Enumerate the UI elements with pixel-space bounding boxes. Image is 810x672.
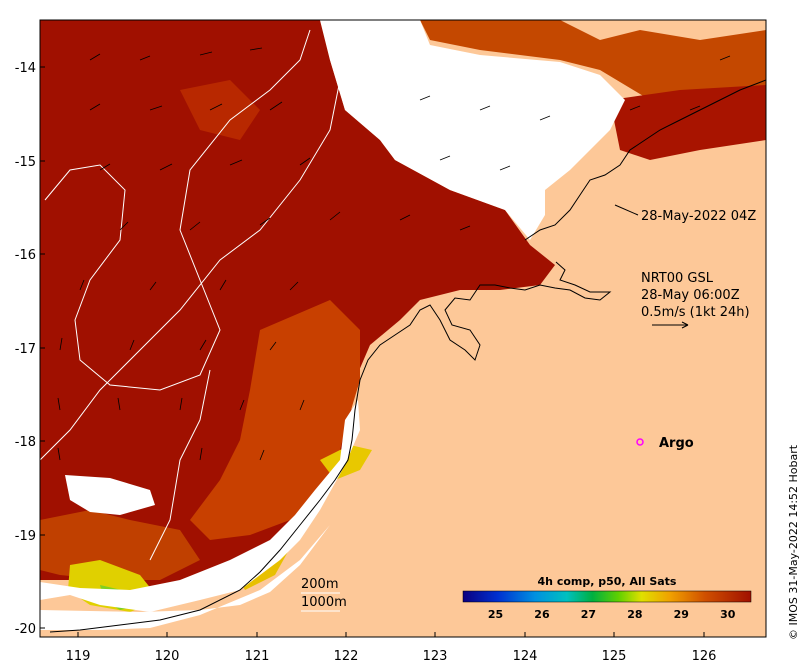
x-axis: 119 120 121 122 123 124 125 126: [66, 632, 717, 664]
x-tick-label: 122: [334, 649, 359, 664]
coastline-east: [524, 79, 766, 241]
x-tick-label: 125: [602, 649, 627, 664]
colorbar-tick-label: 25: [488, 608, 503, 621]
argo-marker: [636, 438, 644, 446]
current-scale-label: 0.5m/s (1kt 24h): [641, 305, 750, 320]
cloud-west: [65, 475, 155, 515]
ocean-sst-field: [40, 20, 555, 590]
ocean-warm-patch: [190, 300, 360, 540]
x-tick-label: 123: [423, 649, 448, 664]
y-tick-label: -18: [15, 435, 36, 450]
credit-label: © IMOS 31-May-2022 14:52 Hobart: [787, 444, 800, 640]
contour-1000m-label: 1000m: [301, 595, 347, 610]
y-tick-label: -20: [15, 622, 36, 637]
y-tick-label: -16: [15, 248, 36, 263]
colorbar-tick-label: 26: [534, 608, 550, 621]
coastline: [49, 261, 612, 633]
current-scale-arrow: [652, 321, 689, 329]
contour-200m-label: 200m: [301, 577, 338, 592]
ocean-warm-patch-north: [180, 80, 260, 140]
y-tick-label: -15: [15, 155, 36, 170]
map-plot-area: [40, 20, 766, 637]
x-tick-label: 121: [245, 649, 270, 664]
timestamp-label: 28-May-2022 04Z: [641, 209, 756, 224]
contour-1000m: [44, 29, 311, 391]
y-tick-label: -17: [15, 342, 36, 357]
y-tick-label: -19: [15, 529, 36, 544]
cloud-north: [320, 20, 625, 240]
argo-label: Argo: [659, 436, 694, 451]
timestamp-leader: [614, 204, 639, 216]
cloud-bottom-band: [40, 525, 330, 630]
colorbar-tick-label: 29: [674, 608, 689, 621]
current-vectors: [57, 47, 731, 461]
x-tick-label: 119: [66, 649, 91, 664]
colorbar-tick-label: 28: [627, 608, 642, 621]
current-model-label: NRT00 GSL: [641, 271, 714, 286]
colorbar-tick-label: 30: [720, 608, 736, 621]
ocean-warm-patch-west: [40, 510, 200, 580]
cloud-south: [40, 400, 360, 612]
colorbar: 4h comp, p50, All Sats 25 26 27 28 29 30: [462, 575, 752, 621]
ocean-warm-patch-east: [610, 85, 766, 160]
colorbar-tick-label: 27: [581, 608, 596, 621]
colorbar-title: 4h comp, p50, All Sats: [538, 575, 677, 588]
x-tick-label: 120: [155, 649, 180, 664]
contour-1000m-west: [149, 369, 211, 561]
current-time-label: 28-May 06:00Z: [641, 288, 740, 303]
plot-border: [39, 19, 767, 638]
x-tick-label: 126: [692, 649, 717, 664]
colorbar-gradient: [462, 590, 752, 603]
ocean-warm-patch-ne: [420, 20, 766, 100]
y-tick-label: -14: [15, 61, 36, 76]
y-axis: -14 -15 -16 -17 -18 -19 -20: [15, 61, 45, 637]
contour-200m: [40, 29, 341, 461]
colorbar-ticks: 25 26 27 28 29 30: [488, 608, 736, 621]
x-tick-label: 124: [513, 649, 538, 664]
